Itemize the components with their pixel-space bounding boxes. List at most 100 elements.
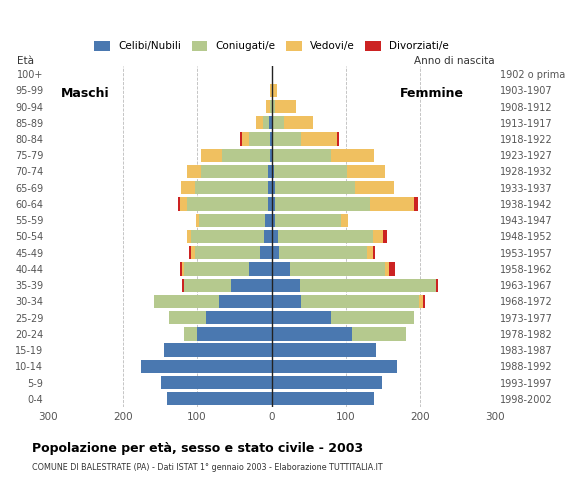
Bar [415, 197, 418, 211]
Text: Maschi: Maschi [61, 87, 110, 100]
Bar [184, 327, 197, 340]
Bar [182, 181, 195, 194]
Bar [184, 278, 231, 292]
Bar [373, 230, 383, 243]
Bar [423, 295, 425, 308]
Bar [242, 132, 249, 145]
Bar [164, 344, 271, 357]
Bar [302, 295, 419, 308]
Bar [271, 327, 352, 340]
Bar [386, 262, 389, 276]
Bar [302, 132, 337, 145]
Text: Anno di nascita: Anno di nascita [414, 56, 495, 66]
Bar [273, 84, 277, 97]
Bar [276, 100, 296, 113]
Bar [271, 165, 274, 178]
Bar [347, 165, 386, 178]
Text: Popolazione per età, sesso e stato civile - 2003: Popolazione per età, sesso e stato civil… [32, 442, 363, 455]
Bar [271, 392, 374, 406]
Bar [284, 116, 313, 130]
Bar [263, 116, 269, 130]
Bar [260, 246, 271, 259]
Legend: Celibi/Nubili, Coniugati/e, Vedovi/e, Divorziati/e: Celibi/Nubili, Coniugati/e, Vedovi/e, Di… [90, 37, 453, 56]
Bar [180, 262, 182, 276]
Bar [195, 181, 268, 194]
Bar [195, 246, 260, 259]
Bar [274, 181, 355, 194]
Bar [271, 149, 273, 162]
Bar [271, 132, 273, 145]
Bar [367, 246, 373, 259]
Bar [269, 116, 271, 130]
Bar [268, 181, 271, 194]
Bar [389, 262, 395, 276]
Bar [271, 376, 382, 389]
Bar [337, 132, 339, 145]
Bar [271, 100, 275, 113]
Bar [191, 230, 264, 243]
Bar [201, 149, 222, 162]
Bar [231, 278, 271, 292]
Bar [271, 246, 279, 259]
Bar [331, 149, 374, 162]
Bar [436, 278, 438, 292]
Bar [184, 262, 249, 276]
Bar [169, 311, 206, 324]
Bar [240, 132, 242, 145]
Bar [270, 132, 271, 145]
Bar [154, 295, 219, 308]
Bar [277, 230, 373, 243]
Bar [276, 214, 341, 227]
Bar [279, 246, 367, 259]
Bar [373, 246, 375, 259]
Bar [264, 230, 271, 243]
Bar [161, 376, 271, 389]
Bar [270, 84, 271, 97]
Bar [274, 197, 370, 211]
Bar [180, 197, 187, 211]
Bar [249, 262, 271, 276]
Bar [271, 262, 290, 276]
Bar [352, 327, 405, 340]
Bar [222, 149, 270, 162]
Bar [290, 262, 386, 276]
Bar [355, 181, 394, 194]
Bar [271, 116, 273, 130]
Bar [249, 132, 270, 145]
Text: Femmine: Femmine [400, 87, 463, 100]
Text: Età: Età [17, 56, 34, 66]
Bar [370, 197, 415, 211]
Bar [191, 246, 195, 259]
Bar [219, 295, 271, 308]
Bar [300, 278, 436, 292]
Bar [271, 311, 331, 324]
Bar [266, 100, 270, 113]
Bar [197, 327, 271, 340]
Bar [187, 165, 201, 178]
Bar [268, 165, 271, 178]
Bar [142, 360, 271, 373]
Bar [206, 311, 271, 324]
Bar [271, 214, 275, 227]
Bar [189, 246, 191, 259]
Bar [383, 230, 387, 243]
Bar [271, 181, 274, 194]
Bar [271, 295, 302, 308]
Bar [168, 392, 271, 406]
Bar [273, 132, 302, 145]
Bar [177, 197, 180, 211]
Bar [331, 311, 415, 324]
Bar [182, 278, 184, 292]
Bar [273, 116, 284, 130]
Bar [271, 360, 397, 373]
Bar [200, 214, 265, 227]
Bar [265, 214, 271, 227]
Text: COMUNE DI BALESTRATE (PA) - Dati ISTAT 1° gennaio 2003 - Elaborazione TUTTITALIA: COMUNE DI BALESTRATE (PA) - Dati ISTAT 1… [32, 463, 383, 472]
Bar [187, 230, 191, 243]
Bar [270, 100, 271, 113]
Bar [187, 197, 268, 211]
Bar [274, 165, 347, 178]
Bar [271, 197, 274, 211]
Bar [271, 84, 273, 97]
Bar [273, 149, 331, 162]
